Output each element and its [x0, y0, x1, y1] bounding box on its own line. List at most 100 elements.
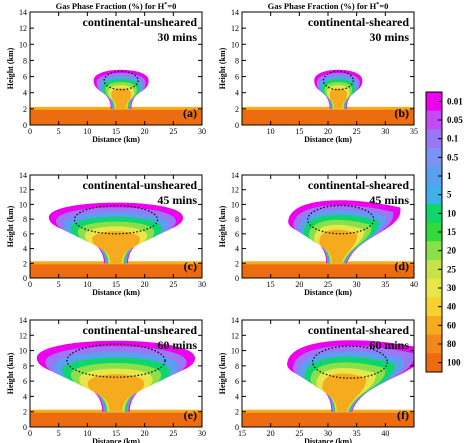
boundary-layer-band [30, 108, 202, 125]
plume-contour-level-12 [322, 373, 367, 412]
x-tick-label: 20 [324, 127, 332, 136]
y-tick-label: 0 [235, 121, 239, 130]
plume-contour-level-12 [87, 374, 145, 412]
boundary-layer-band [30, 263, 202, 278]
colorbar-label: 25 [447, 264, 457, 274]
title-rest: =0 [379, 1, 388, 11]
time-label: 45 mins [369, 193, 409, 207]
x-tick-label: 25 [324, 280, 332, 289]
y-tick-label: 14 [19, 316, 27, 325]
y-tick-label: 12 [19, 186, 27, 195]
x-tick-label: 25 [295, 429, 303, 438]
colorbar-swatch [426, 148, 442, 168]
superscript: * [376, 2, 379, 8]
boundary-layer-edge-band [242, 106, 414, 110]
time-label: 45 mins [157, 193, 197, 207]
x-tick-label: 0 [28, 127, 32, 136]
y-tick-label: 0 [23, 274, 27, 283]
y-tick-label: 14 [19, 171, 27, 180]
y-tick-label: 6 [23, 230, 27, 239]
case-label: continental-sheared [308, 323, 409, 337]
panel-e: 0 2 4 6 8 10 12 14 0 5 10 15 20 25 30 Distance (km) Heig… [6, 316, 206, 443]
y-tick-label: 0 [23, 121, 27, 130]
x-tick-label: 15 [112, 280, 120, 289]
y-tick-label: 8 [235, 56, 239, 65]
x-axis-label: Distance (km) [304, 135, 352, 144]
plume-contour-level-12 [329, 88, 347, 109]
dotted-contour [312, 345, 388, 379]
x-axis-label: Distance (km) [304, 437, 352, 443]
x-tick-label: 5 [57, 127, 61, 136]
x-tick-label: 25 [169, 429, 177, 438]
time-label: 30 mins [369, 30, 409, 44]
y-tick-label: 12 [19, 331, 27, 340]
panel-letter: (c) [184, 259, 197, 273]
superscript: * [164, 2, 167, 8]
colorbar-swatch [426, 241, 442, 261]
panel-letter: (f) [397, 408, 409, 422]
colorbar-label: 5 [447, 190, 452, 200]
x-tick-label: 30 [198, 280, 206, 289]
colorbar-label: 10 [447, 208, 457, 218]
case-label: continental-unsheared [83, 178, 198, 192]
y-axis-label: Height (km) [218, 352, 227, 394]
y-tick-label: 14 [231, 171, 239, 180]
y-tick-label: 6 [235, 230, 239, 239]
colorbar-swatch [426, 166, 442, 186]
y-tick-label: 2 [235, 105, 239, 114]
colorbar-swatch [426, 129, 442, 149]
panel-f: 0 2 4 6 8 10 12 14 15 20 25 30 35 40 Distance (km) Heig… [218, 316, 415, 443]
colorbar-label: 40 [447, 302, 457, 312]
colorbar-swatch [426, 297, 442, 317]
panel-letter: (e) [184, 408, 197, 422]
colorbar-swatch [426, 222, 442, 242]
time-label: 30 mins [157, 30, 197, 44]
y-axis-label: Height (km) [6, 205, 15, 247]
y-tick-label: 6 [235, 73, 239, 82]
y-tick-label: 0 [235, 423, 239, 432]
colorbar-swatch [426, 204, 442, 224]
y-axis-label: Height (km) [218, 47, 227, 89]
x-tick-label: 30 [324, 429, 332, 438]
colorbar-label: 80 [447, 339, 457, 349]
time-label: 60 mins [369, 338, 409, 352]
plot-area [242, 320, 414, 427]
x-tick-label: 20 [141, 429, 149, 438]
case-label: continental-unsheared [83, 323, 198, 337]
y-tick-label: 14 [231, 316, 239, 325]
y-tick-label: 14 [231, 8, 239, 17]
panel-d: 0 2 4 6 8 10 12 14 15 20 25 30 35 40 Distance (km) Heig… [218, 171, 418, 297]
x-tick-label: 20 [295, 280, 303, 289]
x-tick-label: 15 [112, 127, 120, 136]
y-tick-label: 10 [19, 347, 27, 356]
y-tick-label: 4 [235, 245, 239, 254]
y-tick-label: 8 [235, 362, 239, 371]
y-tick-label: 10 [19, 200, 27, 209]
panel-a: 0 2 4 6 8 10 12 14 0 5 10 15 20 25 30 Distance (km) Heig… [6, 1, 206, 144]
panel-c: 0 2 4 6 8 10 12 14 0 5 10 15 20 25 30 Distance (km) Heig… [6, 171, 206, 297]
colorbar-swatch [426, 334, 442, 354]
y-tick-label: 4 [23, 89, 27, 98]
x-tick-label: 5 [57, 429, 61, 438]
colorbar-label: 0.5 [447, 152, 459, 162]
panel-b: 0 2 4 6 8 10 12 14 10 15 20 25 30 35 Distance (km) Heig… [218, 1, 418, 144]
boundary-layer-band [242, 411, 414, 427]
plot-area [242, 175, 414, 278]
boundary-layer-edge-band [242, 409, 414, 413]
x-tick-label: 40 [410, 280, 418, 289]
plot-area [242, 12, 414, 125]
plot-background [242, 12, 414, 125]
y-axis-label: Height (km) [218, 205, 227, 247]
x-axis-label: Distance (km) [92, 135, 140, 144]
x-axis-label: Distance (km) [304, 288, 352, 297]
y-tick-label: 8 [235, 215, 239, 224]
colorbar-swatch [426, 92, 442, 112]
colorbar-frame [425, 91, 443, 373]
x-tick-label: 0 [28, 429, 32, 438]
x-tick-label: 30 [198, 429, 206, 438]
colorbar-swatch [426, 260, 442, 280]
y-tick-label: 6 [23, 73, 27, 82]
panel-letter: (b) [394, 106, 409, 120]
x-tick-label: 15 [112, 429, 120, 438]
